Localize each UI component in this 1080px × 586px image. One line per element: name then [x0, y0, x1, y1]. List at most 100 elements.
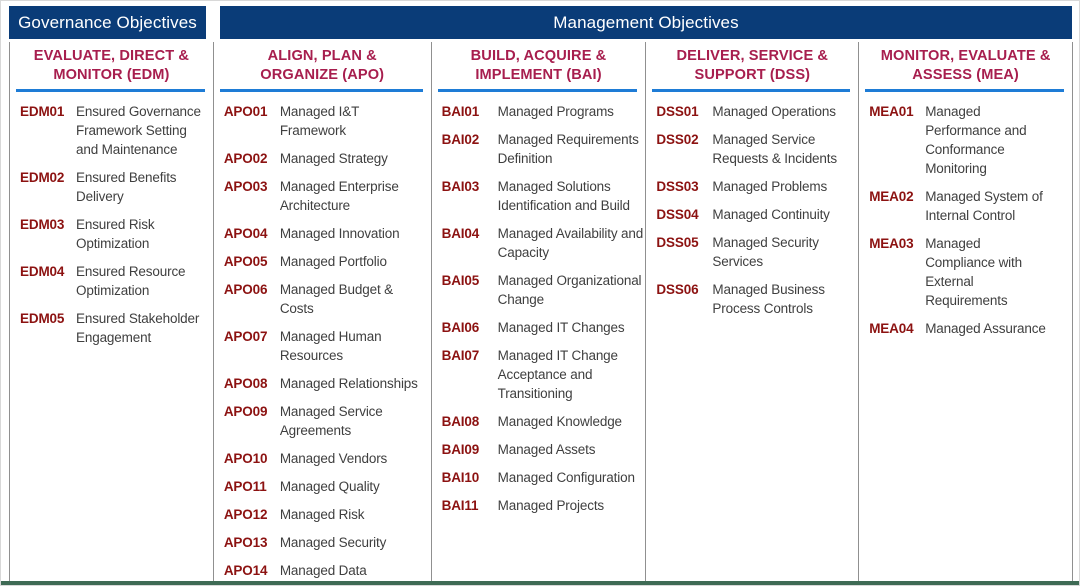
objective-item: APO02 Managed Strategy: [214, 149, 431, 168]
objective-label: Managed Enterprise Architecture: [279, 179, 399, 213]
objective-item: APO11 Managed Quality: [214, 477, 431, 496]
column-title-line: ALIGN, PLAN &: [267, 48, 377, 64]
objective-code: APO02: [223, 151, 268, 166]
objective-item: APO12 Managed Risk: [214, 505, 431, 524]
objective-label: Managed Human Resources: [279, 329, 382, 363]
objective-code: BAI07: [441, 348, 480, 363]
objective-item: APO07 Managed Human Resources: [214, 327, 431, 365]
objective-item: BAI05 Managed Organizational Change: [432, 271, 646, 309]
objective-item: APO01 Managed I&T Framework: [214, 102, 431, 140]
objective-code: BAI06: [441, 320, 480, 335]
column-title-underline: [16, 89, 205, 92]
objective-item: APO06 Managed Budget & Costs: [214, 280, 431, 318]
objective-label: Managed Strategy: [279, 151, 388, 166]
objective-label: Ensured Governance Framework Setting and…: [76, 104, 201, 157]
objective-label: Managed Programs: [497, 104, 614, 119]
objective-label: Managed Configuration: [497, 470, 635, 485]
objective-item: APO03 Managed Enterprise Architecture: [214, 177, 431, 215]
objective-item: APO04 Managed Innovation: [214, 224, 431, 243]
objective-label: Managed Knowledge: [497, 414, 622, 429]
objective-code: MEA04: [869, 321, 914, 336]
objective-item: BAI01 Managed Programs: [432, 102, 646, 121]
objective-label: Managed Portfolio: [279, 254, 387, 269]
column-title-underline: [652, 89, 851, 92]
objective-list: EDM01 Ensured Governance Framework Settin…: [10, 98, 213, 347]
objective-item: APO08 Managed Relationships: [214, 374, 431, 393]
banner-row: Governance Objectives Management Objecti…: [9, 6, 1072, 39]
governance-objectives-banner: Governance Objectives: [9, 6, 206, 39]
objective-code: MEA02: [869, 189, 914, 204]
objective-column-bai: BUILD, ACQUIRE & IMPLEMENT (BAI) BAI01 Mana…: [432, 42, 647, 582]
column-title-mea: MONITOR, EVALUATE & ASSESS (MEA): [859, 47, 1072, 84]
objective-code: BAI04: [441, 226, 480, 241]
objective-code: APO11: [223, 479, 267, 494]
objective-item: DSS05 Managed Security Services: [646, 233, 858, 271]
column-title-line: IMPLEMENT (BAI): [475, 66, 602, 83]
objective-column-apo: ALIGN, PLAN & ORGANIZE (APO) APO01 Managed …: [214, 42, 432, 582]
objective-code: MEA01: [869, 104, 914, 119]
objective-item: MEA04 Managed Assurance: [859, 319, 1072, 338]
objective-code: BAI09: [441, 442, 480, 457]
objective-label: Managed Quality: [279, 479, 380, 494]
objective-label: Managed Service Requests & Incidents: [712, 132, 837, 166]
objective-code: BAI08: [441, 414, 480, 429]
objective-item: EDM03 Ensured Risk Optimization: [10, 215, 213, 253]
management-objectives-banner: Management Objectives: [220, 6, 1072, 39]
objective-label: Managed I&T Framework: [279, 104, 359, 138]
column-title-underline: [437, 89, 638, 92]
objective-item: APO05 Managed Portfolio: [214, 252, 431, 271]
objective-label: Ensured Resource Optimization: [76, 264, 186, 298]
objective-label: Managed Security Services: [712, 235, 819, 269]
objective-code: DSS04: [656, 207, 699, 222]
objective-list: BAI01 Managed Programs BAI02 Managed Requir…: [432, 98, 646, 515]
objective-item: BAI02 Managed Requirements Definition: [432, 130, 646, 168]
objective-label: Managed Business Process Controls: [712, 282, 825, 316]
objective-item: DSS03 Managed Problems: [646, 177, 858, 196]
objective-item: EDM01 Ensured Governance Framework Settin…: [10, 102, 213, 159]
objective-label: Managed Projects: [497, 498, 605, 513]
objective-item: BAI06 Managed IT Changes: [432, 318, 646, 337]
column-title-line: MONITOR (EDM): [53, 66, 170, 83]
objective-code: DSS01: [656, 104, 699, 119]
objective-code: APO14: [223, 563, 268, 578]
objective-item: MEA01 Managed Performance and Conformance…: [859, 102, 1072, 178]
objective-list: APO01 Managed I&T Framework APO02 Managed S…: [214, 98, 431, 580]
objective-code: BAI02: [441, 132, 480, 147]
objective-item: BAI03 Managed Solutions Identification an…: [432, 177, 646, 215]
objective-code: APO05: [223, 254, 268, 269]
objective-label: Managed Organizational Change: [497, 273, 642, 307]
objective-label: Managed System of Internal Control: [925, 189, 1043, 223]
objective-label: Managed Operations: [712, 104, 836, 119]
objective-code: BAI10: [441, 470, 480, 485]
objective-code: EDM01: [20, 104, 65, 119]
bottom-accent-line: [1, 581, 1079, 585]
objective-code: APO08: [223, 376, 268, 391]
objective-item: DSS01 Managed Operations: [646, 102, 858, 121]
objective-list: DSS01 Managed Operations DSS02 Managed Serv…: [646, 98, 858, 318]
objective-label: Managed Assets: [497, 442, 596, 457]
objective-code: APO09: [223, 404, 268, 419]
objective-code: DSS05: [656, 235, 699, 250]
objective-item: EDM02 Ensured Benefits Delivery: [10, 168, 213, 206]
objective-code: APO06: [223, 282, 268, 297]
objective-code: EDM03: [20, 217, 65, 232]
objective-item: MEA02 Managed System of Internal Control: [859, 187, 1072, 225]
objective-code: DSS02: [656, 132, 699, 147]
objective-code: APO04: [223, 226, 268, 241]
objective-label: Managed Risk: [279, 507, 365, 522]
objective-code: APO07: [223, 329, 268, 344]
objective-item: APO13 Managed Security: [214, 533, 431, 552]
objective-code: DSS03: [656, 179, 699, 194]
column-title-bai: BUILD, ACQUIRE & IMPLEMENT (BAI): [432, 47, 646, 84]
column-title-line: MONITOR, EVALUATE &: [880, 48, 1051, 64]
objective-label: Managed Vendors: [279, 451, 388, 466]
objective-label: Managed Innovation: [279, 226, 400, 241]
objective-item: DSS04 Managed Continuity: [646, 205, 858, 224]
objective-code: EDM05: [20, 311, 65, 326]
column-title-edm: EVALUATE, DIRECT & MONITOR (EDM): [10, 47, 213, 84]
objective-label: Ensured Stakeholder Engagement: [76, 311, 200, 345]
objective-item: BAI10 Managed Configuration: [432, 468, 646, 487]
objective-column-dss: DELIVER, SERVICE & SUPPORT (DSS) DSS01 Mana…: [646, 42, 860, 582]
objective-item: EDM05 Ensured Stakeholder Engagement: [10, 309, 213, 347]
